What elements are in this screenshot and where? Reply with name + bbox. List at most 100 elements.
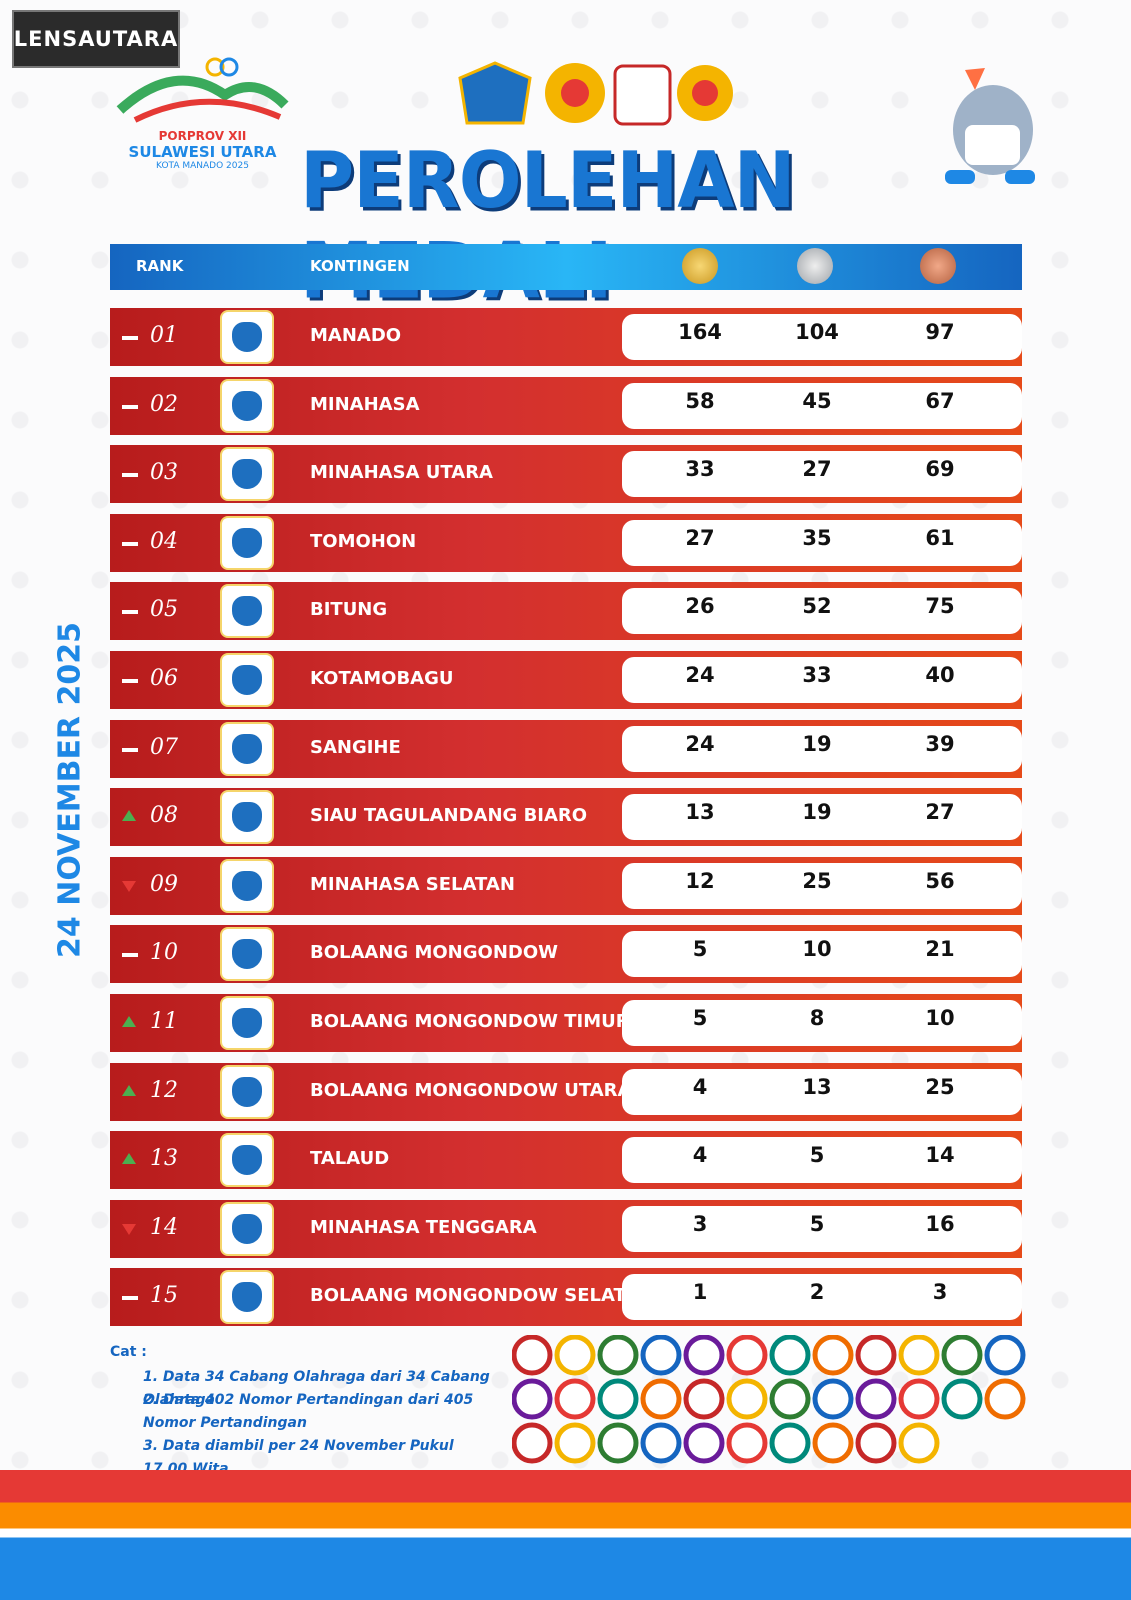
silver-count: 10 <box>802 937 832 962</box>
bronze-count: 97 <box>925 320 955 344</box>
contingent-name: MINAHASA <box>310 393 420 415</box>
silver-count: 19 <box>802 800 832 825</box>
sport-logo <box>812 1335 854 1376</box>
sport-logo <box>726 1422 768 1464</box>
trend-indicator <box>122 953 138 958</box>
bronze-count: 3 <box>932 1280 948 1305</box>
trend-indicator <box>122 1153 136 1165</box>
sport-logo <box>512 1335 553 1376</box>
gold-count: 33 <box>685 457 715 482</box>
contingent-name: BITUNG <box>310 599 388 621</box>
gold-count: 26 <box>685 594 715 619</box>
table-row: 08 SIAU TAGULANDANG BIARO 13 19 27 <box>110 788 1022 847</box>
rank: 12 <box>150 1077 178 1103</box>
trend-indicator <box>122 473 138 478</box>
trend-indicator <box>122 880 136 892</box>
gold-count: 3 <box>692 1211 708 1236</box>
table-row: 12 BOLAANG MONGONDOW UTARA 4 13 25 <box>110 1062 1022 1121</box>
silver-count: 5 <box>809 1143 825 1168</box>
gold-count: 24 <box>685 731 715 756</box>
sport-logo <box>597 1422 639 1464</box>
gold-count: 5 <box>692 937 708 962</box>
table-row: 05 BITUNG 26 52 75 <box>110 582 1022 641</box>
gold-count: 5 <box>692 1006 708 1030</box>
sport-logos <box>512 1335 1026 1464</box>
trend-indicator <box>122 404 138 409</box>
sport-logo <box>855 1335 897 1376</box>
bronze-count: 40 <box>925 663 955 687</box>
gold-count: 1 <box>692 1280 708 1305</box>
sport-logo <box>512 1378 553 1420</box>
table-row: 04 TOMOHON 27 35 61 <box>110 513 1022 572</box>
contingent-name: MINAHASA SELATAN <box>310 873 515 895</box>
medal-box <box>622 794 1022 841</box>
contingent-emblem <box>220 996 274 1050</box>
gold-count: 4 <box>692 1143 708 1168</box>
bronze-count: 16 <box>925 1211 955 1236</box>
medal-box <box>622 1274 1022 1321</box>
note-item: 2. Data 402 Nomor Pertandingan dari 405 … <box>143 1392 474 1431</box>
medal-box <box>622 382 1022 429</box>
gold-count: 13 <box>685 800 715 825</box>
gold-count: 58 <box>685 388 715 413</box>
contingent-name: BOLAANG MONGONDOW TIMUR <box>310 1011 630 1032</box>
sport-logo <box>898 1335 940 1376</box>
trend-indicator <box>122 810 136 822</box>
contingent-name: BOLAANG MONGONDOW <box>310 942 558 964</box>
medal-box <box>622 931 1022 978</box>
contingent-emblem <box>220 653 274 707</box>
gold-medal-icon <box>682 248 718 284</box>
sport-logo <box>554 1335 596 1376</box>
contingent-emblem <box>220 790 274 845</box>
silver-count: 35 <box>802 525 832 550</box>
bronze-count: 27 <box>925 800 955 825</box>
bronze-count: 69 <box>925 457 955 482</box>
medal-box <box>622 725 1022 772</box>
sport-logo <box>984 1378 1026 1420</box>
contingent-name: SANGIHE <box>310 736 401 758</box>
table-row: 10 BOLAANG MONGONDOW 5 10 21 <box>110 925 1022 984</box>
table-row: 03 MINAHASA UTARA 33 27 69 <box>110 445 1022 504</box>
table-header: RANK KONTINGEN <box>110 244 1022 290</box>
medal-box <box>622 1000 1022 1046</box>
sport-logo <box>769 1378 811 1420</box>
bronze-count: 67 <box>925 388 955 413</box>
contingent-emblem <box>220 721 274 776</box>
sport-logo <box>683 1422 725 1464</box>
rank: 14 <box>150 1214 178 1240</box>
sport-logo <box>769 1335 811 1376</box>
table-row: 11 BOLAANG MONGONDOW TIMUR 5 8 10 <box>110 994 1022 1052</box>
trend-indicator <box>122 1296 138 1301</box>
watermark: LENSAUTARA <box>12 10 180 68</box>
rank: 08 <box>150 803 178 829</box>
sponsor-logos <box>458 61 733 126</box>
sport-logo <box>984 1335 1026 1376</box>
header-contingent: KONTINGEN <box>310 257 410 275</box>
medal-box <box>622 657 1022 703</box>
medal-box <box>622 1137 1022 1184</box>
sport-logo <box>769 1422 811 1464</box>
trend-indicator <box>122 679 138 683</box>
contingent-name: MANADO <box>310 325 402 346</box>
contingent-emblem <box>220 515 274 570</box>
rank: 15 <box>150 1283 178 1309</box>
rank: 11 <box>150 1009 178 1034</box>
rank: 01 <box>150 323 178 348</box>
table-row: 02 MINAHASA 58 45 67 <box>110 376 1022 435</box>
rank: 04 <box>150 528 178 554</box>
sport-logo <box>512 1422 553 1464</box>
trend-indicator <box>122 1016 136 1027</box>
trend-indicator <box>122 541 138 546</box>
trend-indicator <box>122 336 138 340</box>
gold-count: 4 <box>692 1074 708 1099</box>
event-line2: SULAWESI UTARA <box>128 143 277 161</box>
sport-logo <box>855 1378 897 1420</box>
silver-count: 19 <box>802 731 832 756</box>
medal-box <box>622 862 1022 909</box>
sport-logo <box>640 1335 682 1376</box>
gold-count: 12 <box>685 868 715 893</box>
notes-label: Cat : <box>110 1344 147 1360</box>
contingent-name: MINAHASA UTARA <box>310 462 493 484</box>
gold-count: 27 <box>685 525 715 550</box>
